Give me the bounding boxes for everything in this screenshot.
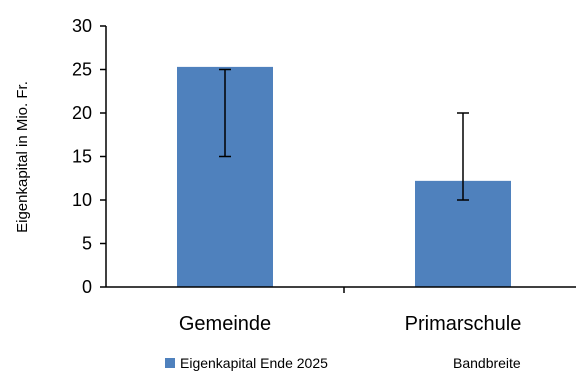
y-axis-ticks: 0 5 10 15 20 25 30 [72,16,106,297]
legend-label-eigenkapital: Eigenkapital Ende 2025 [180,355,328,371]
axes-group [105,26,576,293]
y-tick-label: 0 [82,277,92,297]
y-tick-label: 25 [72,60,92,80]
legend: Eigenkapital Ende 2025 Bandbreite [165,355,521,371]
legend-label-bandbreite: Bandbreite [453,355,521,371]
y-tick-label: 5 [82,234,92,254]
bars-group [177,66,511,287]
y-tick-label: 10 [72,190,92,210]
legend-swatch-eigenkapital [165,358,175,368]
category-label: Gemeinde [179,313,271,335]
y-tick-label: 20 [72,103,92,123]
error-bars-group [219,68,469,201]
y-tick-label: 15 [72,147,92,167]
y-axis-title: Eigenkapital in Mio. Fr. [14,81,31,233]
category-label: Primarschule [405,313,522,335]
category-labels: Gemeinde Primarschule [179,313,521,335]
y-tick-label: 30 [72,16,92,36]
